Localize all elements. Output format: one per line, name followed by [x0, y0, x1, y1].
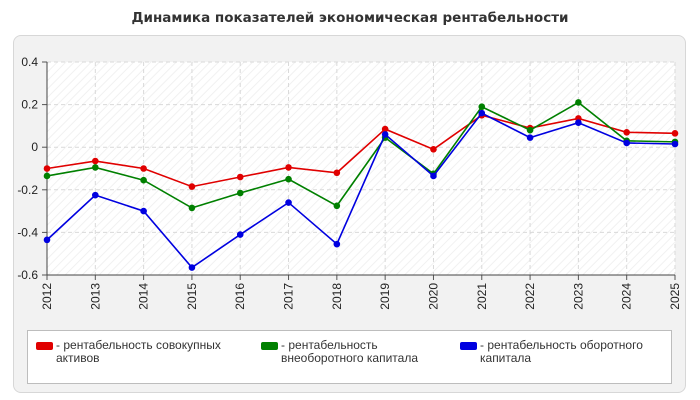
- x-tick-label: 2020: [426, 283, 440, 310]
- data-point: [623, 128, 630, 136]
- data-point: [236, 173, 244, 181]
- legend-prefix: -: [56, 338, 64, 352]
- chart-title: Динамика показателей экономическая рента…: [131, 10, 569, 26]
- data-point: [92, 191, 99, 199]
- data-point: [671, 130, 679, 137]
- legend-label: рентабельность совокупных активов: [56, 338, 221, 365]
- legend-label: рентабельность оборотного капитала: [480, 338, 643, 365]
- data-point: [140, 207, 147, 215]
- data-point: [526, 134, 534, 141]
- data-point: [92, 164, 99, 171]
- data-point: [92, 157, 99, 165]
- legend-prefix: -: [480, 338, 488, 352]
- data-point: [285, 199, 292, 206]
- data-point: [333, 240, 341, 248]
- y-tick-label: -0.6: [17, 268, 38, 282]
- data-point: [285, 164, 292, 171]
- series-line: [46, 101, 676, 209]
- y-tick-label: 0: [31, 140, 38, 154]
- data-point: [236, 231, 244, 238]
- data-point: [526, 126, 534, 134]
- chart-legend: - рентабельность совокупных активов - ре…: [27, 330, 672, 384]
- x-tick-label: 2019: [378, 283, 392, 310]
- data-point: [381, 125, 389, 133]
- data-point: [575, 99, 582, 106]
- x-tick-label: 2024: [620, 283, 634, 310]
- data-point: [430, 146, 437, 153]
- legend-swatch: [261, 342, 278, 350]
- data-point: [188, 183, 196, 190]
- data-point: [478, 103, 486, 111]
- x-tick-label: 2015: [185, 283, 199, 310]
- data-point: [285, 175, 292, 183]
- data-point: [43, 236, 51, 244]
- x-tick-label: 2016: [233, 283, 247, 310]
- x-tick-label: 2014: [137, 283, 151, 310]
- data-point: [575, 119, 582, 127]
- data-point: [333, 169, 341, 177]
- data-point: [43, 165, 51, 172]
- data-point: [623, 139, 630, 147]
- x-tick-label: 2012: [40, 283, 54, 310]
- data-point: [671, 140, 679, 148]
- y-tick-label: -0.4: [17, 225, 38, 239]
- data-point: [188, 204, 196, 212]
- data-point: [430, 172, 437, 180]
- x-tick-label: 2025: [668, 283, 682, 310]
- data-point: [381, 131, 389, 138]
- y-tick-label: 0.4: [21, 55, 38, 69]
- data-point: [236, 189, 244, 197]
- data-point: [43, 172, 51, 180]
- data-point: [478, 109, 486, 117]
- x-tick-label: 2017: [282, 283, 296, 310]
- data-point: [140, 176, 147, 184]
- x-tick-label: 2023: [571, 283, 585, 310]
- series-line: [46, 112, 676, 269]
- data-point: [188, 264, 196, 271]
- y-tick-label: 0.2: [21, 98, 38, 112]
- x-tick-label: 2021: [475, 283, 489, 310]
- legend-swatch: [36, 342, 53, 350]
- data-point: [140, 165, 147, 172]
- x-tick-label: 2022: [523, 283, 537, 310]
- legend-label: рентабельность внеоборотного капитала: [281, 338, 418, 365]
- x-tick-label: 2013: [88, 283, 102, 310]
- series-line: [46, 114, 676, 188]
- legend-prefix: -: [281, 338, 289, 352]
- y-tick-label: -0.2: [17, 183, 38, 197]
- x-tick-label: 2018: [330, 283, 344, 310]
- plot-area: [47, 62, 675, 275]
- legend-swatch: [460, 342, 477, 350]
- data-point: [333, 202, 341, 210]
